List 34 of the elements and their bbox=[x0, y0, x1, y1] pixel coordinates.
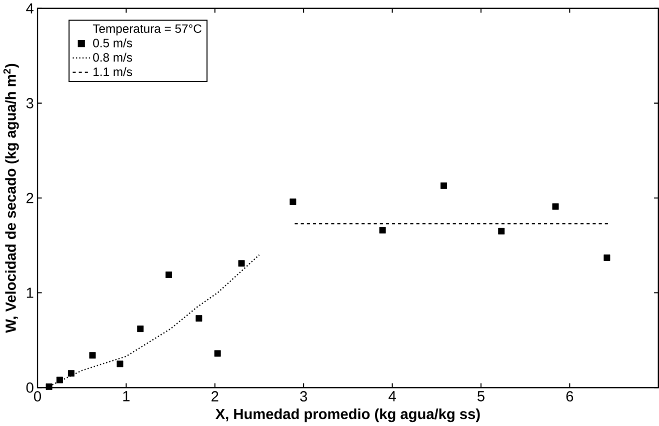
legend-label: 1.1 m/s bbox=[94, 67, 132, 76]
point bbox=[56, 377, 63, 384]
y-tick-label: 1 bbox=[26, 288, 34, 298]
y-tick-label: 3 bbox=[26, 98, 34, 109]
x-axis-title: X, Humedad promedio (kg agua/kg ss) bbox=[215, 408, 480, 422]
legend-label: 0.5 m/s bbox=[93, 38, 132, 48]
y-tick-label: 4 bbox=[26, 4, 34, 14]
point bbox=[116, 360, 124, 368]
point bbox=[379, 227, 386, 234]
legend-title: Temperatura = 57°C bbox=[92, 24, 202, 36]
point bbox=[214, 350, 221, 357]
point bbox=[290, 198, 296, 206]
point bbox=[166, 272, 172, 278]
point bbox=[498, 228, 505, 235]
x-tick-label: 6 bbox=[566, 391, 574, 402]
legend-label: 0.8 m/s bbox=[93, 53, 132, 62]
x-tick-label: 5 bbox=[478, 391, 484, 402]
y-tick-label: 2 bbox=[26, 193, 34, 204]
x-tick-label: 0 bbox=[34, 391, 41, 402]
point bbox=[238, 260, 245, 267]
point bbox=[46, 384, 52, 390]
point bbox=[137, 326, 144, 332]
x-tick-label: 2 bbox=[212, 391, 218, 402]
x-tick-label: 4 bbox=[388, 391, 396, 402]
x-tick-label: 1 bbox=[123, 391, 130, 402]
y-axis-title: W, Velocidad de secado (kg agua/h m$^{2}$) bbox=[3, 64, 19, 334]
x-tick-label: 3 bbox=[300, 391, 308, 402]
point bbox=[68, 370, 74, 377]
point bbox=[604, 254, 610, 262]
y-tick-label: 0 bbox=[26, 382, 34, 393]
point bbox=[89, 352, 96, 359]
point bbox=[440, 182, 447, 190]
point bbox=[552, 204, 559, 210]
point bbox=[196, 315, 202, 322]
